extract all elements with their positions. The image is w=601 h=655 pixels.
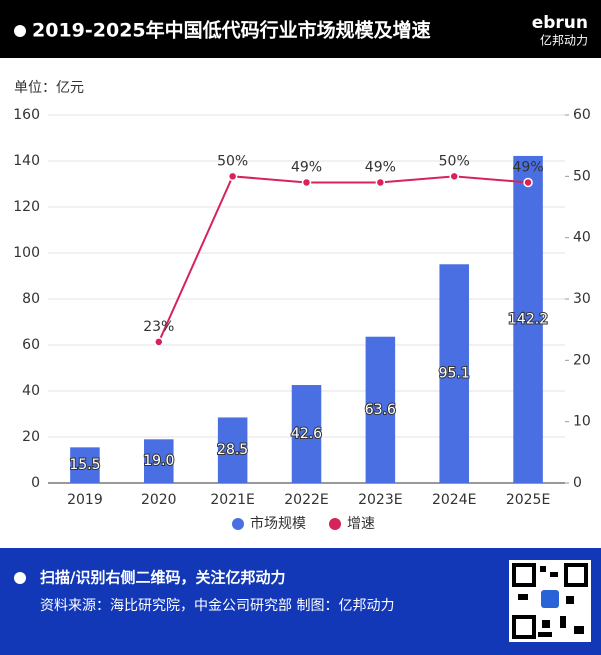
legend-marker xyxy=(329,518,341,530)
line-point xyxy=(154,337,164,347)
bar xyxy=(291,385,322,483)
y-unit: 单位：亿元 xyxy=(14,80,84,96)
y2-tick-label: 0 xyxy=(573,475,582,491)
bar xyxy=(217,417,248,483)
line-point xyxy=(375,177,386,188)
x-tick-label: 2025E xyxy=(506,492,550,508)
x-tick-label: 2023E xyxy=(358,492,402,508)
x-tick-label: 2022E xyxy=(284,492,328,508)
line xyxy=(157,175,529,343)
y-tick-label: 160 xyxy=(13,107,40,123)
legend-label: 增速 xyxy=(347,516,375,532)
line-value-label: 49% xyxy=(365,159,396,175)
y-tick-label: 120 xyxy=(13,199,40,215)
line-point xyxy=(523,177,533,188)
y-tick-label: 100 xyxy=(13,245,40,261)
bar-value-label: 142.2 xyxy=(508,311,548,327)
header-bar xyxy=(0,0,601,58)
x-tick-label: 2019 xyxy=(67,492,103,508)
logo-name: 亿邦动力 xyxy=(540,33,588,48)
footer-source: 资料来源：海比研究院，中金公司研究部 制图：亿邦动力 xyxy=(40,598,394,614)
x-tick-label: 2020 xyxy=(141,492,177,508)
bar-value-label: 28.5 xyxy=(217,442,248,458)
y2-tick-label: 30 xyxy=(573,291,591,307)
footer-bar xyxy=(0,548,601,655)
bar xyxy=(70,447,100,483)
bar xyxy=(365,336,396,483)
line-value-label: 23% xyxy=(143,319,174,335)
bar-value-label: 63.6 xyxy=(365,402,396,418)
line-point xyxy=(449,171,459,182)
y-tick-label: 20 xyxy=(22,429,40,445)
bar xyxy=(439,264,469,483)
y2-tick-label: 10 xyxy=(573,414,591,430)
chart-title: 2019-2025年中国低代码行业市场规模及增速 xyxy=(32,19,431,42)
header-bullet xyxy=(14,25,26,37)
y-tick-label: 140 xyxy=(13,153,40,169)
x-tick-label: 2024E xyxy=(432,492,476,508)
y-tick-label: 80 xyxy=(22,291,40,307)
logo-brand: ebrun xyxy=(532,13,588,33)
x-tick-label: 2021E xyxy=(210,492,254,508)
y2-tick-label: 50 xyxy=(573,168,591,184)
bar-value-label: 19.0 xyxy=(143,453,174,469)
bar-value-label: 42.6 xyxy=(291,426,322,442)
y2-tick-label: 40 xyxy=(573,230,591,246)
y-tick-label: 40 xyxy=(22,383,40,399)
legend-marker xyxy=(232,518,244,530)
qr-code xyxy=(509,560,591,642)
line-value-label: 50% xyxy=(217,153,248,169)
legend-label: 市场规模 xyxy=(250,515,306,532)
y-tick-label: 0 xyxy=(31,475,40,491)
bar xyxy=(513,155,543,483)
line-point xyxy=(227,171,238,182)
y2-tick-label: 20 xyxy=(573,352,591,368)
bar-value-label: 95.1 xyxy=(439,366,470,382)
footer-bullet xyxy=(14,572,26,584)
bar xyxy=(144,439,174,483)
y-tick-label: 60 xyxy=(22,337,40,353)
bar-value-label: 15.5 xyxy=(69,457,100,473)
line-value-label: 49% xyxy=(291,159,322,175)
y2-tick-label: 60 xyxy=(573,107,591,123)
line-point xyxy=(301,177,312,188)
footer-cta: 扫描/识别右侧二维码，关注亿邦动力 xyxy=(40,569,285,587)
line-value-label: 50% xyxy=(439,153,470,169)
line-value-label: 49% xyxy=(513,159,544,175)
